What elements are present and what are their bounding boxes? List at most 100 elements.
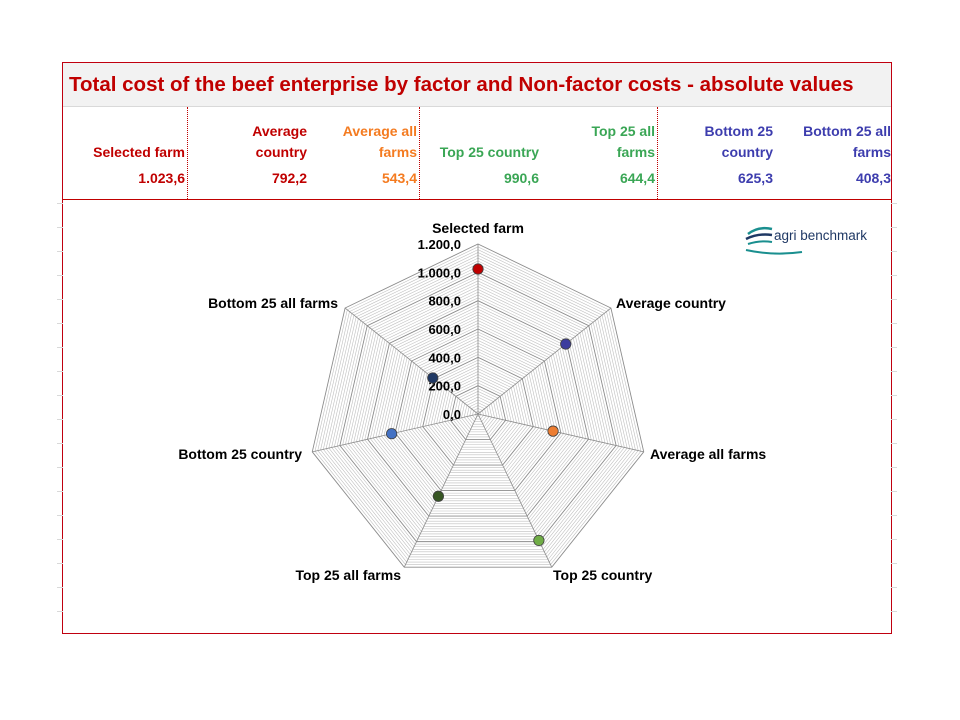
radar-minor-gridline [441,376,515,448]
radar-minor-gridline [336,269,620,545]
row-tick [891,371,897,372]
radar-minor-gridline [419,354,537,468]
stat-label-line: farms [378,144,417,160]
radar-major-gridline [449,385,507,440]
row-tick [891,251,897,252]
radar-minor-gridline [380,314,576,504]
row-tick [57,491,63,492]
stat-label: Top 25 all farms [539,115,655,163]
stat-label: Top 25 country [419,115,539,163]
radar-major-gridline [422,356,534,466]
radar-minor-gridline [392,325,564,494]
radar-minor-gridline [328,260,628,553]
stat-column: Bottom 25 all farms 408,3 [773,107,891,199]
radar-minor-gridline [386,320,570,499]
row-tick [57,395,63,396]
radar-minor-gridline [408,342,548,479]
radar-minor-gridline [350,283,606,532]
radar-minor-gridline [353,286,603,530]
title-bar: Total cost of the beef enterprise by fac… [63,63,891,107]
radar-tick-label: 400,0 [428,350,461,365]
stat-value: 543,4 [381,170,417,186]
radar-minor-gridline [369,303,587,514]
radar-minor-gridline [375,308,581,509]
row-tick [57,419,63,420]
radar-minor-gridline [356,289,600,527]
stat-label: Average all farms [307,115,417,163]
row-tick [57,563,63,564]
radar-tick-label: 800,0 [428,294,461,309]
radar-data-point [472,263,484,275]
radar-data-point [427,372,439,384]
radar-minor-gridline [403,337,553,484]
radar-category-label: Average all farms [650,446,766,462]
radar-minor-gridline [345,277,611,537]
right-row-ticks [891,63,897,635]
row-tick [891,491,897,492]
row-tick [891,419,897,420]
radar-data-point [533,534,545,547]
radar-minor-gridline [389,323,567,496]
row-tick [891,227,897,228]
logo-underline-icon [745,249,803,255]
row-tick [891,395,897,396]
radar-data-point [386,428,398,440]
radar-minor-gridline [347,280,609,535]
radar-tick-label: 600,0 [428,322,461,337]
stat-label-line: country [255,144,307,160]
row-tick [891,515,897,516]
radar-tick-label: 1.200,0 [418,237,461,252]
stat-column: Average country 792,2 [187,107,307,199]
radar-spoke [403,413,479,568]
row-tick [57,539,63,540]
radar-minor-gridline [436,371,520,453]
radar-minor-gridline [400,334,556,486]
radar-data-point [432,490,444,502]
row-tick [57,299,63,300]
radar-minor-gridline [405,340,551,481]
radar-minor-gridline [433,368,523,456]
radar-minor-gridline [461,396,495,430]
row-tick [57,227,63,228]
stat-value: 990,6 [503,170,539,186]
radar-tick-label: 1.000,0 [418,265,461,280]
logo-swoosh-icon [745,226,773,245]
row-tick [891,611,897,612]
row-tick [891,347,897,348]
radar-category-label: Bottom 25 all farms [208,295,338,311]
stat-value: 1.023,6 [138,170,185,186]
radar-minor-gridline [447,382,509,443]
radar-tick-label: 0,0 [443,407,461,422]
radar-major-gridline [394,328,562,492]
stat-column: Average all farms 543,4 [307,107,420,199]
row-tick [891,203,897,204]
stat-label-line: Selected farm [93,144,185,160]
radar-minor-gridline [411,345,545,476]
stat-label-line: Average all [342,123,417,139]
stat-column: Top 25 country 990,6 [419,107,539,199]
stat-label: Bottom 25 all farms [773,115,891,163]
radar-minor-gridline [325,257,631,555]
radar-minor-gridline [314,246,642,565]
radar-minor-gridline [364,297,592,519]
chart-title: Total cost of the beef enterprise by fac… [69,72,854,96]
agri-benchmark-logo: agri benchmark [744,222,884,256]
stat-label: Selected farm [63,115,185,163]
stat-column: Top 25 all farms 644,4 [539,107,658,199]
radar-spoke [477,307,612,415]
radar-spoke [344,307,479,415]
row-tick [891,587,897,588]
radar-minor-gridline [414,348,542,474]
stat-column: Selected farm 1.023,6 [63,107,188,199]
radar-category-label: Top 25 all farms [295,567,401,583]
radar-minor-gridline [372,306,584,512]
row-tick [891,299,897,300]
radar-major-gridline [339,271,617,543]
radar-minor-gridline [342,274,614,540]
radar-minor-gridline [378,311,578,507]
stat-column: Bottom 25 country 625,3 [657,107,773,199]
stat-label: Average country [187,115,307,163]
row-tick [891,467,897,468]
stat-label-line: country [721,144,773,160]
radar-minor-gridline [361,294,595,522]
